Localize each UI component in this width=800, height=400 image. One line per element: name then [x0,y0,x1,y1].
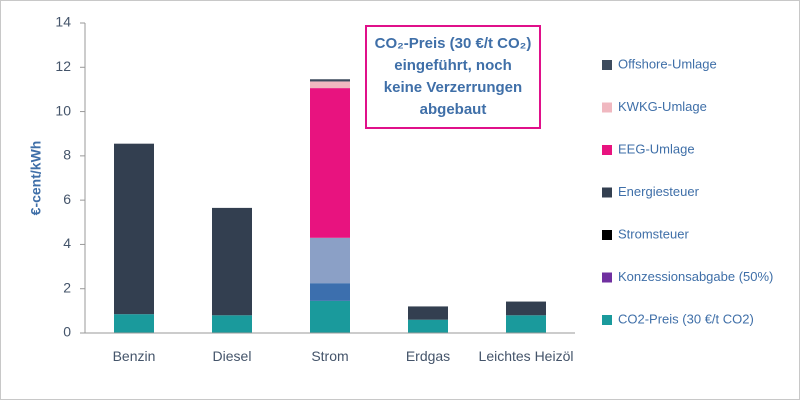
bar-segment [310,79,350,82]
legend-swatch [602,102,612,113]
legend-label: Energiesteuer [618,184,700,199]
y-axis-label: €-cent/kWh [28,141,44,216]
annotation-line: abgebaut [419,101,487,118]
legend-swatch [602,230,612,240]
y-tick-label: 4 [63,235,71,251]
bar-segment [212,315,252,333]
legend-label: Offshore-Umlage [618,56,717,71]
annotation: CO₂-Preis (30 €/t CO₂) eingeführt, noch ke… [365,25,541,129]
annotation-line: keine Verzerrungen [383,79,523,96]
annotation-line: eingeführt, noch [394,57,512,74]
legend-label: Stromsteuer [618,226,689,241]
x-tick-label: Benzin [112,348,156,364]
x-tick-label: Leichtes Heizöl [478,348,574,364]
bar-segment [408,319,448,333]
y-tick-label: 10 [55,102,71,118]
legend-swatch [602,187,612,198]
legend-label: EEG-Umlage [618,141,695,156]
bar-segment [310,81,350,89]
y-tick-label: 14 [55,14,71,30]
bar-segment [114,143,154,315]
bar-segment [506,315,546,333]
bar-segment [114,314,154,333]
legend-swatch [602,272,612,283]
y-tick-label: 12 [55,58,71,74]
legend-label: KWKG-Umlage [618,99,707,114]
legend-label: Konzessionsabgabe (50%) [618,269,773,284]
bar-segment [310,88,350,238]
legend-swatch [602,145,612,155]
x-tick-label: Strom [311,348,349,364]
y-tick-label: 0 [63,324,71,340]
y-tick-label: 2 [63,279,71,295]
annotation-line: CO₂-Preis (30 €/t CO₂) [374,35,532,52]
bar-segment [310,300,350,333]
bar-segment [408,306,448,320]
legend-swatch [602,60,612,70]
y-tick-label: 6 [63,191,71,207]
bar-segment [310,283,350,301]
y-tick-label: 8 [63,147,71,163]
legend-swatch [602,315,612,325]
bar-segment [310,237,350,284]
x-tick-label: Diesel [212,348,252,364]
x-tick-label: Erdgas [405,348,451,364]
bar-segment [506,301,546,316]
legend-label: CO2-Preis (30 €/t CO2) [618,311,754,326]
bar-segment [212,207,252,316]
